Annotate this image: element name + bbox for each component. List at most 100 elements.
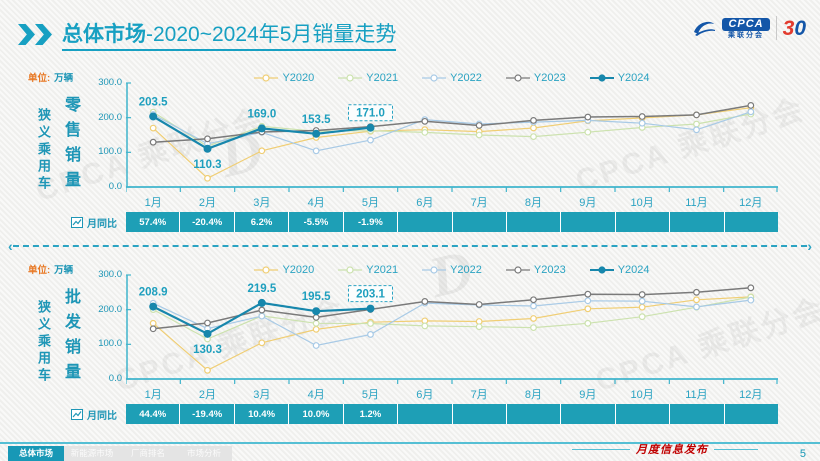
month-label: 3月 — [253, 197, 271, 209]
yoy-value-cell: 10.0% — [289, 404, 344, 424]
yoy-value-cell — [615, 404, 671, 424]
legend-item-y2024: Y2024 — [589, 264, 650, 276]
data-point-y2023 — [693, 111, 700, 119]
data-label: 153.5 — [302, 114, 331, 126]
footer-tab-厂商排名[interactable]: 厂商排名 — [120, 446, 176, 461]
yoy-value-cell — [506, 404, 562, 424]
yoy-value-row: 57.4% -20.4% 6.2% -5.5% -1.9% — [126, 212, 779, 232]
yoy-value-cell — [506, 212, 562, 232]
unit-label: 单位: 万辆 — [28, 70, 73, 84]
footer-accent-line — [0, 442, 820, 444]
cpca-subtext: 乘联分会 — [728, 31, 765, 39]
line-chart-plot: 208.9 130.3 219.5 195.5 203.1 — [126, 274, 778, 384]
yoy-value-cell — [724, 404, 779, 424]
data-point-y2024 — [203, 329, 212, 338]
legend-marker-icon — [338, 74, 363, 82]
footer-tab-总体市场[interactable]: 总体市场 — [8, 446, 64, 461]
data-point-y2023 — [258, 306, 266, 314]
legend-label: Y2023 — [533, 72, 566, 84]
footer-tab-市场分析[interactable]: 市场分析 — [176, 446, 232, 461]
data-label: 110.3 — [193, 159, 221, 171]
anniversary-3: 3 — [782, 16, 795, 40]
cpca-text: CPCA — [722, 17, 770, 31]
yoy-value-row: 44.4% -19.4% 10.4% 10.0% 1.2% — [126, 404, 779, 424]
data-point-y2023 — [475, 301, 483, 308]
legend-marker-icon — [505, 266, 530, 274]
data-point-y2020 — [312, 325, 320, 333]
data-point-y2020 — [204, 174, 211, 182]
month-label: 3月 — [253, 389, 271, 401]
release-text: 月度信息发布 — [636, 444, 708, 456]
data-point-y2021 — [693, 120, 700, 128]
caption-line — [572, 448, 630, 450]
data-point-y2021 — [638, 313, 646, 321]
data-point-y2021 — [530, 133, 537, 141]
dashed-line — [12, 245, 808, 247]
data-point-y2020 — [693, 296, 700, 304]
legend-item-y2024: Y2024 — [589, 72, 650, 84]
data-label: 203.5 — [139, 96, 168, 108]
yoy-value-cell — [398, 212, 453, 232]
chevron-right-icon — [18, 24, 35, 45]
yoy-value-cell: 57.4% — [126, 212, 181, 232]
month-label: 2月 — [198, 389, 217, 401]
legend-marker-icon — [254, 74, 279, 82]
yoy-value-cell: -5.5% — [289, 212, 344, 232]
data-point-y2022 — [367, 331, 374, 338]
cpca-logo: CPCA 乘联分会 30 — [692, 16, 806, 40]
yoy-value-cell — [561, 212, 616, 232]
month-label: 1月 — [144, 197, 162, 209]
data-point-y2022 — [312, 342, 320, 349]
legend-marker-icon — [589, 74, 614, 82]
month-axis-row: 1月 2月 3月 4月 5月 6月 7月 8月 9月 10月 11月 12月 — [126, 194, 778, 210]
legend-label: Y2023 — [533, 264, 566, 276]
yoy-value-cell: 6.2% — [234, 212, 290, 232]
caption-line — [714, 448, 758, 450]
yoy-value-cell: -20.4% — [180, 212, 235, 232]
data-point-y2023 — [149, 138, 157, 146]
y-axis-tick-label: 200.0 — [98, 304, 122, 315]
data-point-y2022 — [367, 136, 374, 144]
side-label-vehicle-class: 狭义乘用车 — [36, 300, 51, 385]
data-point-y2022 — [747, 296, 755, 304]
month-label: 6月 — [416, 197, 434, 209]
yoy-value-cell — [724, 212, 779, 232]
data-point-y2022 — [584, 297, 592, 305]
y-axis-tick-label: 300.0 — [98, 269, 122, 280]
chart-legend: Y2020 Y2021 Y2022 Y2023 Y2024 — [126, 72, 778, 84]
month-label: 9月 — [579, 389, 597, 401]
legend-item-y2021: Y2021 — [338, 264, 398, 276]
month-label: 1月 — [144, 389, 162, 401]
legend-label: Y2024 — [617, 264, 650, 276]
line-chart-plot: 203.5 110.3 169.0 153.5 171.0 — [126, 82, 778, 192]
data-point-y2024 — [312, 307, 321, 316]
y-axis-tick-label: 100.0 — [98, 338, 122, 349]
legend-item-y2020: Y2020 — [254, 264, 314, 276]
data-point-y2023 — [312, 313, 320, 321]
legend-marker-icon — [422, 266, 447, 274]
title-rest: -2020~2024年5月销量走势 — [146, 23, 397, 46]
month-label: 2月 — [198, 197, 217, 209]
data-point-y2022 — [312, 147, 320, 155]
data-point-y2020 — [149, 124, 157, 132]
data-point-y2020 — [584, 305, 592, 313]
yoy-value-cell — [398, 404, 453, 424]
data-point-y2021 — [530, 324, 537, 332]
data-point-y2021 — [475, 323, 483, 331]
data-point-y2022 — [638, 119, 646, 127]
logo-divider — [775, 16, 777, 40]
footer-tab-新能源市场[interactable]: 新能源市场 — [64, 446, 120, 461]
page-title-row: 总体市场-2020~2024年5月销量走势 — [18, 18, 397, 51]
legend-item-y2022: Y2022 — [422, 264, 482, 276]
month-axis-row: 1月 2月 3月 4月 5月 6月 7月 8月 9月 10月 11月 12月 — [126, 386, 778, 402]
legend-marker-icon — [589, 266, 614, 274]
data-point-y2023 — [475, 122, 483, 129]
data-point-y2021 — [367, 320, 374, 327]
data-point-y2022 — [530, 302, 537, 310]
data-point-y2022 — [693, 126, 700, 134]
yoy-value-cell — [452, 404, 507, 424]
legend-marker-icon — [505, 74, 530, 82]
month-label: 5月 — [361, 389, 380, 401]
month-label: 11月 — [685, 389, 708, 401]
